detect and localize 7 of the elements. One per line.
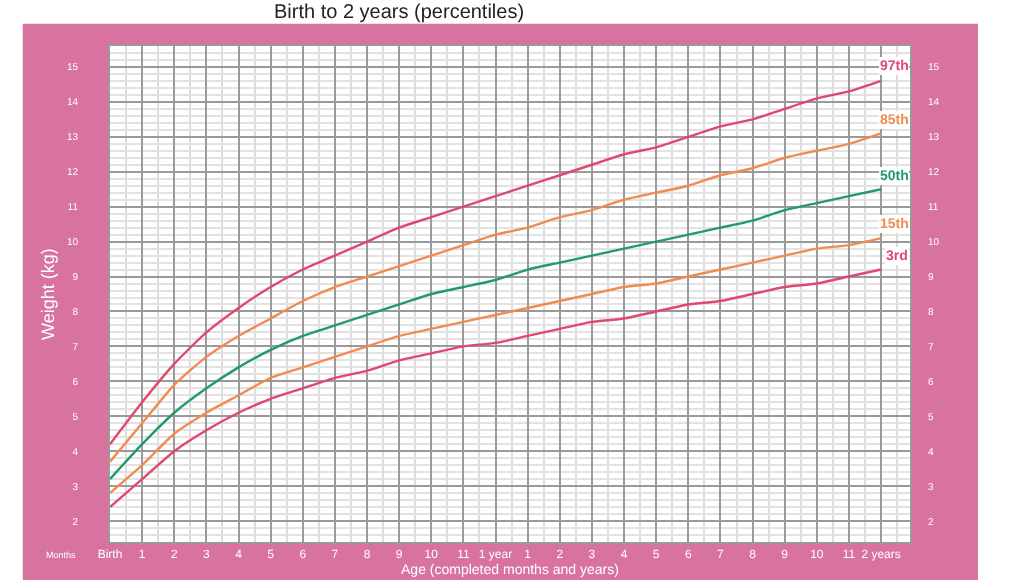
line-series — [110, 236, 883, 495]
chart-title: Birth to 2 years (percentiles) — [274, 2, 525, 24]
line-series — [110, 268, 883, 509]
line-series — [110, 132, 883, 463]
line-series — [110, 188, 883, 481]
y-axis-title: Weight (kg) — [37, 248, 58, 340]
line-series — [110, 79, 883, 446]
